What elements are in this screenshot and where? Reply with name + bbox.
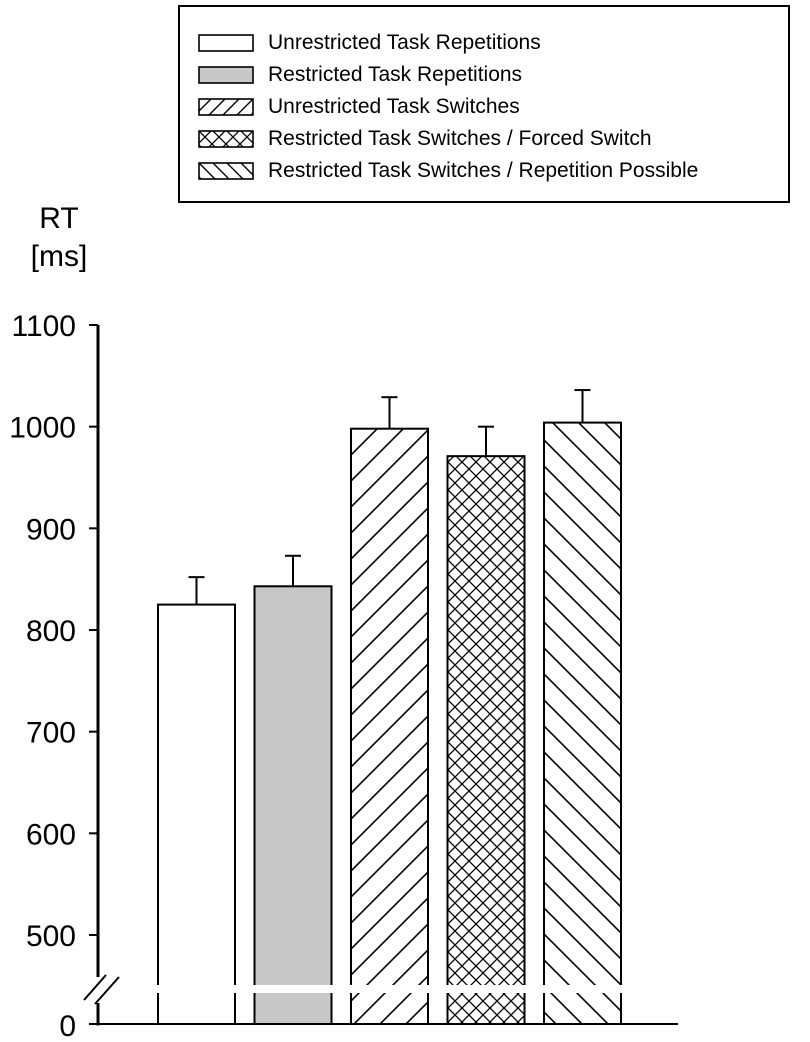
bar-2 xyxy=(253,585,333,1025)
y-tick-label-500: 500 xyxy=(26,920,76,953)
axis-break-mark-1 xyxy=(83,974,107,1001)
legend-item-2: Restricted Task Repetitions xyxy=(198,62,522,88)
bar-2-break-gap xyxy=(251,985,335,993)
legend-swatch-2 xyxy=(198,66,254,84)
bar-1 xyxy=(157,603,236,1025)
bar-4 xyxy=(446,455,526,1025)
y-tick-label-1000: 1000 xyxy=(9,412,76,445)
bar-5-break-gap xyxy=(541,985,624,993)
y-tick-label-700: 700 xyxy=(26,717,76,750)
legend-swatch-3 xyxy=(198,98,254,116)
y-axis-label-line-2: [ms] xyxy=(30,240,88,273)
legend-item-5: Restricted Task Switches / Repetition Po… xyxy=(198,158,698,184)
y-tick-label-900: 900 xyxy=(26,513,76,546)
bar-3 xyxy=(350,427,429,1025)
legend-swatch-5 xyxy=(198,162,254,180)
axis-break-mark-2 xyxy=(94,976,120,1005)
bar-5 xyxy=(543,421,622,1026)
legend-item-1: Unrestricted Task Repetitions xyxy=(198,30,541,56)
legend-item-4: Restricted Task Switches / Forced Switch xyxy=(198,126,652,152)
y-axis-label: RT [ms] xyxy=(14,200,104,276)
legend-label-2: Restricted Task Repetitions xyxy=(268,63,523,86)
legend-label-3: Unrestricted Task Switches xyxy=(268,95,520,118)
legend-swatch-1 xyxy=(198,34,254,52)
legend-swatch-4 xyxy=(198,130,254,148)
legend-label-4: Restricted Task Switches / Forced Switch xyxy=(268,127,652,150)
legend-label-5: Restricted Task Switches / Repetition Po… xyxy=(268,159,699,182)
bar-1-break-gap xyxy=(155,985,238,993)
y-tick-label-600: 600 xyxy=(26,818,76,851)
legend-item-3: Unrestricted Task Switches xyxy=(198,94,520,120)
y-axis-label-line-1: RT xyxy=(39,202,79,235)
legend: Unrestricted Task Repetitions Restricted … xyxy=(178,5,790,203)
bar-4-break-gap xyxy=(444,985,528,993)
y-tick-label-0: 0 xyxy=(59,1010,76,1042)
bar-3-break-gap xyxy=(348,985,431,993)
legend-label-1: Unrestricted Task Repetitions xyxy=(268,31,541,54)
y-tick-label-1100: 1100 xyxy=(11,310,76,343)
y-tick-label-800: 800 xyxy=(26,615,76,648)
